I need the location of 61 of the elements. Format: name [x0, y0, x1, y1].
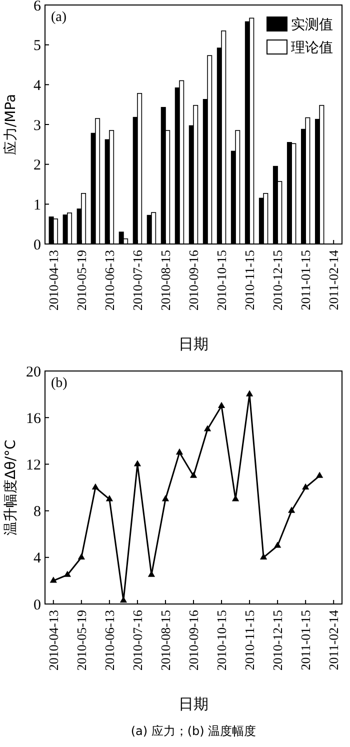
x-tick-label: 2010-10-15 — [214, 610, 230, 671]
x-tick-label: 2011-02-14 — [326, 250, 342, 310]
legend-label: 理论值 — [291, 40, 333, 56]
x-tick-label: 2010-10-15 — [214, 250, 230, 311]
point — [260, 553, 268, 560]
x-tick-label: 2010-07-16 — [130, 610, 146, 671]
y-tick-label: 1 — [34, 197, 41, 214]
y-tick-label: 8 — [34, 504, 41, 520]
x-tick-label: 2011-01-15 — [298, 250, 314, 310]
x-tick-label: 2010-08-15 — [158, 610, 174, 671]
y-tick-label: 6 — [34, 0, 42, 14]
x-tick-label: 2010-11-15 — [242, 250, 258, 310]
y-tick-label: 2 — [34, 158, 41, 174]
point — [106, 495, 114, 502]
point — [92, 483, 99, 490]
y-tick-label: 4 — [34, 78, 42, 94]
point — [288, 506, 296, 513]
y-axis-title: 温升幅度Δθ/°C — [3, 439, 19, 536]
x-tick-label: 2010-11-15 — [242, 610, 258, 670]
point — [64, 570, 71, 577]
x-tick-label: 2011-01-15 — [298, 610, 314, 670]
x-tick-label: 2011-02-14 — [326, 610, 342, 670]
point — [50, 576, 57, 583]
x-axis-title: 日期 — [178, 335, 208, 353]
point — [274, 542, 282, 548]
point — [302, 483, 310, 490]
point — [78, 553, 85, 560]
point — [246, 390, 254, 396]
x-tick-label: 2010-09-16 — [186, 250, 202, 311]
x-tick-label: 2010-09-16 — [186, 610, 202, 671]
y-tick-label: 0 — [34, 597, 41, 614]
point — [134, 460, 142, 466]
annotation: (a) — [51, 10, 67, 25]
x-tick-label: 2010-06-13 — [102, 250, 117, 311]
y-tick-label: 5 — [34, 38, 41, 54]
x-tick-label: 2010-07-16 — [130, 250, 146, 311]
point — [162, 495, 170, 502]
point — [316, 472, 324, 478]
x-tick-label: 2010-05-19 — [74, 250, 89, 311]
y-tick-label: 12 — [26, 457, 41, 474]
x-tick-label: 2010-08-15 — [158, 250, 174, 311]
point — [190, 472, 198, 478]
y-tick-label: 16 — [26, 410, 42, 427]
y-tick-label: 0 — [34, 237, 41, 254]
x-tick-label: 2010-04-13 — [46, 610, 61, 671]
x-tick-label: 2010-04-13 — [46, 250, 61, 311]
point — [218, 402, 226, 408]
y-tick-label: 4 — [34, 550, 42, 567]
x-axis-title: 日期 — [178, 695, 208, 713]
x-tick-label: 2010-12-15 — [270, 250, 286, 311]
x-tick-label: 2010-05-19 — [74, 610, 89, 671]
text: (a) 应力；(b) 温度幅度 — [130, 724, 256, 738]
y-axis-title: 应力/MPa — [3, 94, 19, 156]
x-tick-label: 2010-06-13 — [102, 610, 117, 671]
annotation: (b) — [51, 376, 68, 391]
legend-label: 实测值 — [291, 16, 333, 33]
y-tick-label: 20 — [26, 364, 41, 380]
point — [204, 425, 212, 432]
x-tick-label: 2010-12-15 — [270, 610, 286, 671]
y-tick-label: 3 — [34, 118, 41, 134]
point — [176, 448, 184, 455]
